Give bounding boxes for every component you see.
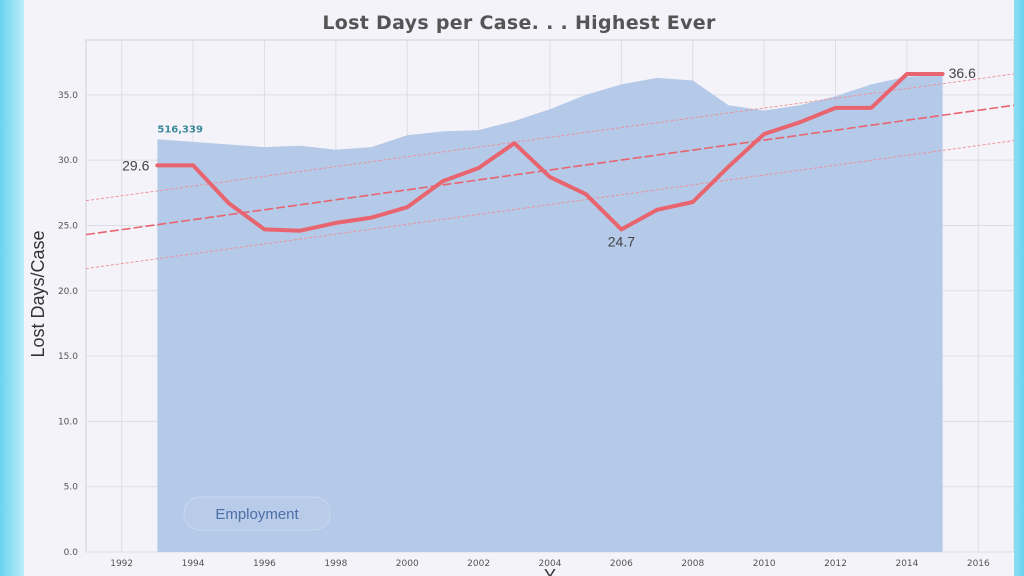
confidence-line-lower — [85, 140, 1014, 270]
lost-days-point — [262, 227, 266, 231]
y-tick-label: 25.0 — [58, 221, 78, 231]
y-tick-label: 20.0 — [58, 287, 78, 297]
y-tick-label: 35.0 — [58, 91, 78, 101]
x-tick-label: 1996 — [253, 559, 276, 569]
employment-area — [157, 75, 943, 553]
lost-days-point — [726, 165, 730, 169]
x-tick-label: 2002 — [467, 559, 490, 569]
y-tick-label: 10.0 — [58, 417, 78, 427]
lost-days-point — [191, 163, 195, 167]
y-axis-title: Lost Days/Case — [28, 230, 48, 357]
data-label: 29.6 — [122, 157, 149, 173]
y-tick-label: 30.0 — [58, 156, 78, 166]
lost-days-point — [155, 163, 159, 167]
lost-days-point — [477, 166, 481, 170]
legend-item-employment — [183, 496, 331, 531]
y-tick-label: 15.0 — [58, 352, 78, 362]
slide: Lost Days per Case. . . Highest Ever 0.0… — [24, 0, 1014, 576]
lost-days-point — [619, 227, 623, 231]
legend-label: Employment — [215, 506, 299, 523]
x-axis-title: Y — [544, 566, 556, 576]
lost-days-point — [905, 72, 909, 76]
x-tick-label: 1998 — [324, 559, 347, 569]
confidence-line-upper — [85, 73, 1014, 202]
lost-days-point — [655, 208, 659, 212]
lost-days-point — [691, 200, 695, 204]
y-tick-label: 5.0 — [64, 483, 79, 493]
lost-days-point — [512, 141, 516, 145]
data-label: 24.7 — [608, 233, 635, 249]
x-tick-label: 1992 — [110, 559, 133, 569]
lost-days-point — [584, 192, 588, 196]
lost-days-point — [298, 229, 302, 233]
lost-days-point — [548, 175, 552, 179]
lost-days-point — [941, 72, 945, 76]
x-tick-label: 2000 — [396, 559, 419, 569]
lost-days-point — [370, 216, 374, 220]
x-tick-label: 2012 — [824, 559, 847, 569]
y-tick-label: 0.0 — [64, 548, 79, 558]
x-tick-label: 2004 — [539, 559, 562, 569]
lost-days-point — [334, 221, 338, 225]
x-tick-label: 2008 — [681, 559, 704, 569]
x-tick-label: 2010 — [753, 559, 776, 569]
lost-days-point — [762, 132, 766, 136]
x-tick-label: 2016 — [967, 559, 990, 569]
x-tick-label: 2014 — [895, 559, 918, 569]
lost-days-point — [869, 106, 873, 110]
chart: 0.0 5.0 10.0 15.0 20.0 25.0 30.0 35.0 1992 1994 19… — [28, 39, 1014, 576]
employment-value-label: 516,339 — [157, 124, 203, 135]
lost-days-point — [798, 120, 802, 124]
lost-days-point — [441, 179, 445, 183]
x-tick-label: 1994 — [182, 559, 205, 569]
lost-days-point — [834, 106, 838, 110]
chart-title: Lost Days per Case. . . Highest Ever — [322, 12, 716, 34]
x-tick-label: 2006 — [610, 559, 633, 569]
data-label: 36.6 — [949, 65, 976, 81]
lost-days-point — [227, 201, 231, 205]
lost-days-point — [405, 205, 409, 209]
